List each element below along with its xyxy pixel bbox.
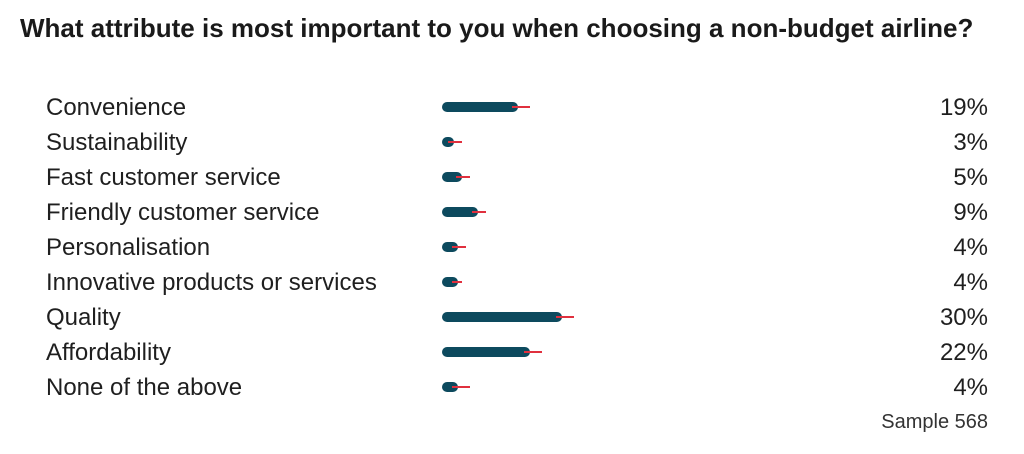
error-bar: [524, 351, 542, 353]
chart-row: Quality 30%: [0, 300, 1024, 335]
bar-track: [442, 277, 842, 287]
error-bar: [456, 176, 470, 178]
category-label: Innovative products or services: [46, 269, 377, 296]
value-label: 22%: [939, 339, 988, 366]
value-label: 30%: [939, 304, 988, 331]
category-label: Quality: [46, 304, 121, 331]
value-label: 4%: [953, 269, 988, 296]
chart-row: None of the above 4%: [0, 370, 1024, 405]
bar: [442, 312, 562, 322]
bar-track: [442, 347, 842, 357]
bar-track: [442, 102, 842, 112]
error-bar: [452, 386, 470, 388]
bar: [442, 207, 478, 217]
error-bar: [472, 211, 486, 213]
chart-row: Friendly customer service 9%: [0, 195, 1024, 230]
category-label: Fast customer service: [46, 164, 281, 191]
error-bar: [556, 316, 574, 318]
bar-track: [442, 172, 842, 182]
category-label: Friendly customer service: [46, 199, 320, 226]
bar: [442, 277, 458, 287]
bar: [442, 102, 518, 112]
chart-row: Innovative products or services 4%: [0, 265, 1024, 300]
bar-track: [442, 382, 842, 392]
category-label: Affordability: [46, 339, 171, 366]
chart-title: What attribute is most important to you …: [20, 13, 974, 43]
value-label: 9%: [953, 199, 988, 226]
category-label: Sustainability: [46, 129, 188, 156]
error-bar: [452, 246, 466, 248]
value-label: 4%: [953, 234, 988, 261]
bar-track: [442, 137, 842, 147]
bar-track: [442, 207, 842, 217]
value-label: 19%: [939, 94, 988, 121]
bar: [442, 347, 530, 357]
category-label: None of the above: [46, 374, 243, 401]
error-bar: [452, 281, 462, 283]
value-label: 5%: [953, 164, 988, 191]
bar-chart: Convenience 19% Sustainability 3% Fast custo…: [0, 90, 1024, 405]
bar-track: [442, 312, 842, 322]
category-label: Convenience: [46, 94, 187, 121]
chart-row: Sustainability 3%: [0, 125, 1024, 160]
error-bar: [512, 106, 530, 108]
bar: [442, 242, 458, 252]
category-label: Personalisation: [46, 234, 211, 261]
bar: [442, 172, 462, 182]
bar: [442, 382, 458, 392]
value-label: 4%: [953, 374, 988, 401]
chart-row: Affordability 22%: [0, 335, 1024, 370]
chart-row: Fast customer service 5%: [0, 160, 1024, 195]
chart-row: Personalisation 4%: [0, 230, 1024, 265]
chart-row: Convenience 19%: [0, 90, 1024, 125]
error-bar: [448, 141, 462, 143]
value-label: 3%: [953, 129, 988, 156]
bar-track: [442, 242, 842, 252]
sample-size-label: Sample 568: [881, 411, 988, 433]
